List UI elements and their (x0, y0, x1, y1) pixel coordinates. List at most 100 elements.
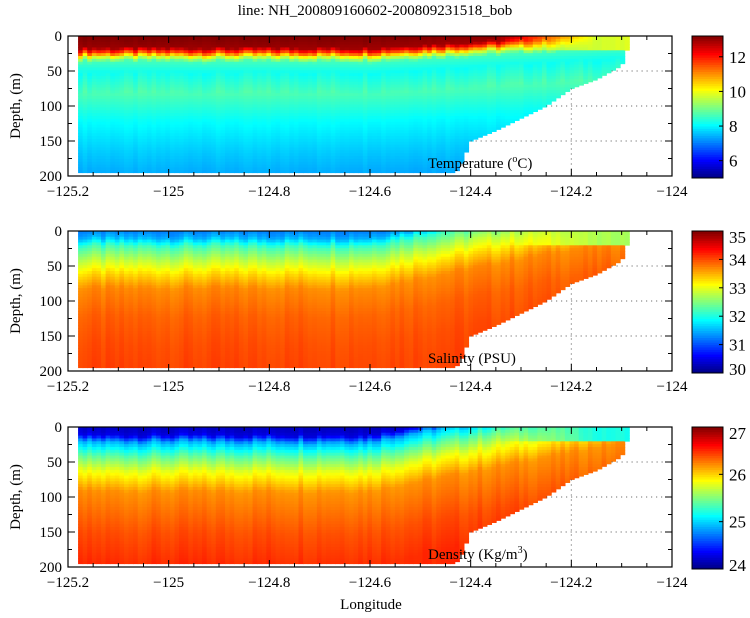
heatmap-cell (192, 144, 199, 149)
heatmap-cell (110, 150, 116, 154)
heatmap-cell (220, 141, 226, 146)
heatmap-cell (183, 138, 189, 143)
heatmap-cell (151, 110, 157, 114)
heatmap-cell (188, 118, 194, 123)
heatmap-cell (124, 153, 130, 157)
heatmap-cell (110, 170, 116, 174)
heatmap-cell (183, 161, 189, 166)
heatmap-cell (124, 170, 130, 174)
heatmap-cell (385, 170, 391, 174)
heatmap-cell (78, 98, 84, 103)
heatmap-cell (202, 161, 208, 166)
heatmap-cell (169, 47, 176, 51)
heatmap-cell (211, 104, 217, 109)
heatmap-cell (215, 53, 222, 57)
heatmap-cell (87, 50, 93, 54)
heatmap-cell (179, 118, 185, 123)
heatmap-cell (211, 53, 217, 57)
heatmap-cell (229, 73, 235, 77)
heatmap-cell (192, 124, 199, 129)
heatmap-cell (202, 141, 208, 146)
heatmap-cell (192, 153, 199, 157)
heatmap-cell (179, 107, 185, 111)
heatmap-cell (119, 58, 125, 63)
heatmap-cell (179, 50, 185, 54)
heatmap-cell (114, 124, 120, 129)
heatmap-cell (220, 158, 226, 163)
heatmap-cell (119, 150, 125, 154)
heatmap-cell (183, 70, 189, 74)
heatmap-cell (110, 70, 116, 74)
heatmap-cell (174, 104, 180, 109)
heatmap-cell (349, 170, 355, 174)
heatmap-cell (105, 47, 111, 51)
heatmap-cell (225, 118, 231, 123)
heatmap-cell (206, 147, 212, 151)
heatmap-cell (238, 96, 245, 100)
heatmap-cell (146, 76, 153, 80)
heatmap-cell (188, 156, 194, 160)
heatmap-cell (197, 87, 203, 91)
heatmap-cell (137, 41, 143, 46)
heatmap-cell (137, 38, 143, 43)
heatmap-cell (96, 107, 102, 111)
heatmap-cell (91, 96, 98, 100)
heatmap-cell (206, 141, 212, 146)
heatmap-cell (146, 121, 153, 126)
heatmap-cell (183, 67, 189, 71)
heatmap-cell (87, 96, 93, 100)
heatmap-cell (78, 73, 84, 77)
heatmap-cell (82, 133, 88, 137)
heatmap-cell (114, 84, 120, 89)
heatmap-cell (156, 41, 162, 46)
heatmap-cell (183, 144, 189, 149)
heatmap-cell (215, 38, 222, 43)
heatmap-cell (110, 53, 116, 57)
heatmap-cell (124, 58, 130, 63)
heatmap-cell (160, 76, 166, 80)
heatmap-cell (137, 84, 143, 89)
heatmap-cell (197, 167, 203, 171)
heatmap-cell (128, 110, 134, 114)
heatmap-cell (229, 158, 235, 163)
heatmap-cell (82, 167, 88, 171)
heatmap-cell (220, 78, 226, 83)
heatmap-cell (137, 141, 143, 146)
heatmap-cell (142, 47, 148, 51)
heatmap-cell (160, 147, 166, 151)
heatmap-cell (124, 98, 130, 103)
heatmap-cell (238, 121, 245, 126)
heatmap-cell (229, 156, 235, 160)
heatmap-cell (215, 133, 222, 137)
heatmap-cell (202, 113, 208, 117)
heatmap-cell (124, 96, 130, 100)
heatmap-cell (169, 61, 176, 66)
heatmap-cell (202, 81, 208, 86)
heatmap-cell (211, 107, 217, 111)
heatmap-cell (220, 81, 226, 86)
heatmap-cell (408, 170, 414, 174)
heatmap-cell (215, 167, 222, 171)
heatmap-cell (183, 133, 189, 137)
heatmap-cell (165, 58, 171, 63)
heatmap-cell (82, 70, 88, 74)
heatmap-cell (91, 136, 98, 140)
heatmap-cell (206, 124, 212, 129)
heatmap-cell (105, 70, 111, 74)
heatmap-cell (128, 41, 134, 46)
heatmap-cell (91, 76, 98, 80)
heatmap-cell (225, 158, 231, 163)
heatmap-cell (169, 58, 176, 63)
heatmap-cell (101, 133, 107, 137)
heatmap-cell (220, 47, 226, 51)
heatmap-cell (82, 153, 88, 157)
heatmap-cell (133, 53, 139, 57)
heatmap-cell (215, 98, 222, 103)
heatmap-cell (96, 98, 102, 103)
heatmap-cell (105, 90, 111, 94)
heatmap-cell (142, 107, 148, 111)
variable-label: Temperature (oC) (428, 154, 532, 172)
heatmap-cell (225, 170, 231, 174)
heatmap-cell (146, 101, 153, 106)
heatmap-cell (229, 44, 235, 49)
